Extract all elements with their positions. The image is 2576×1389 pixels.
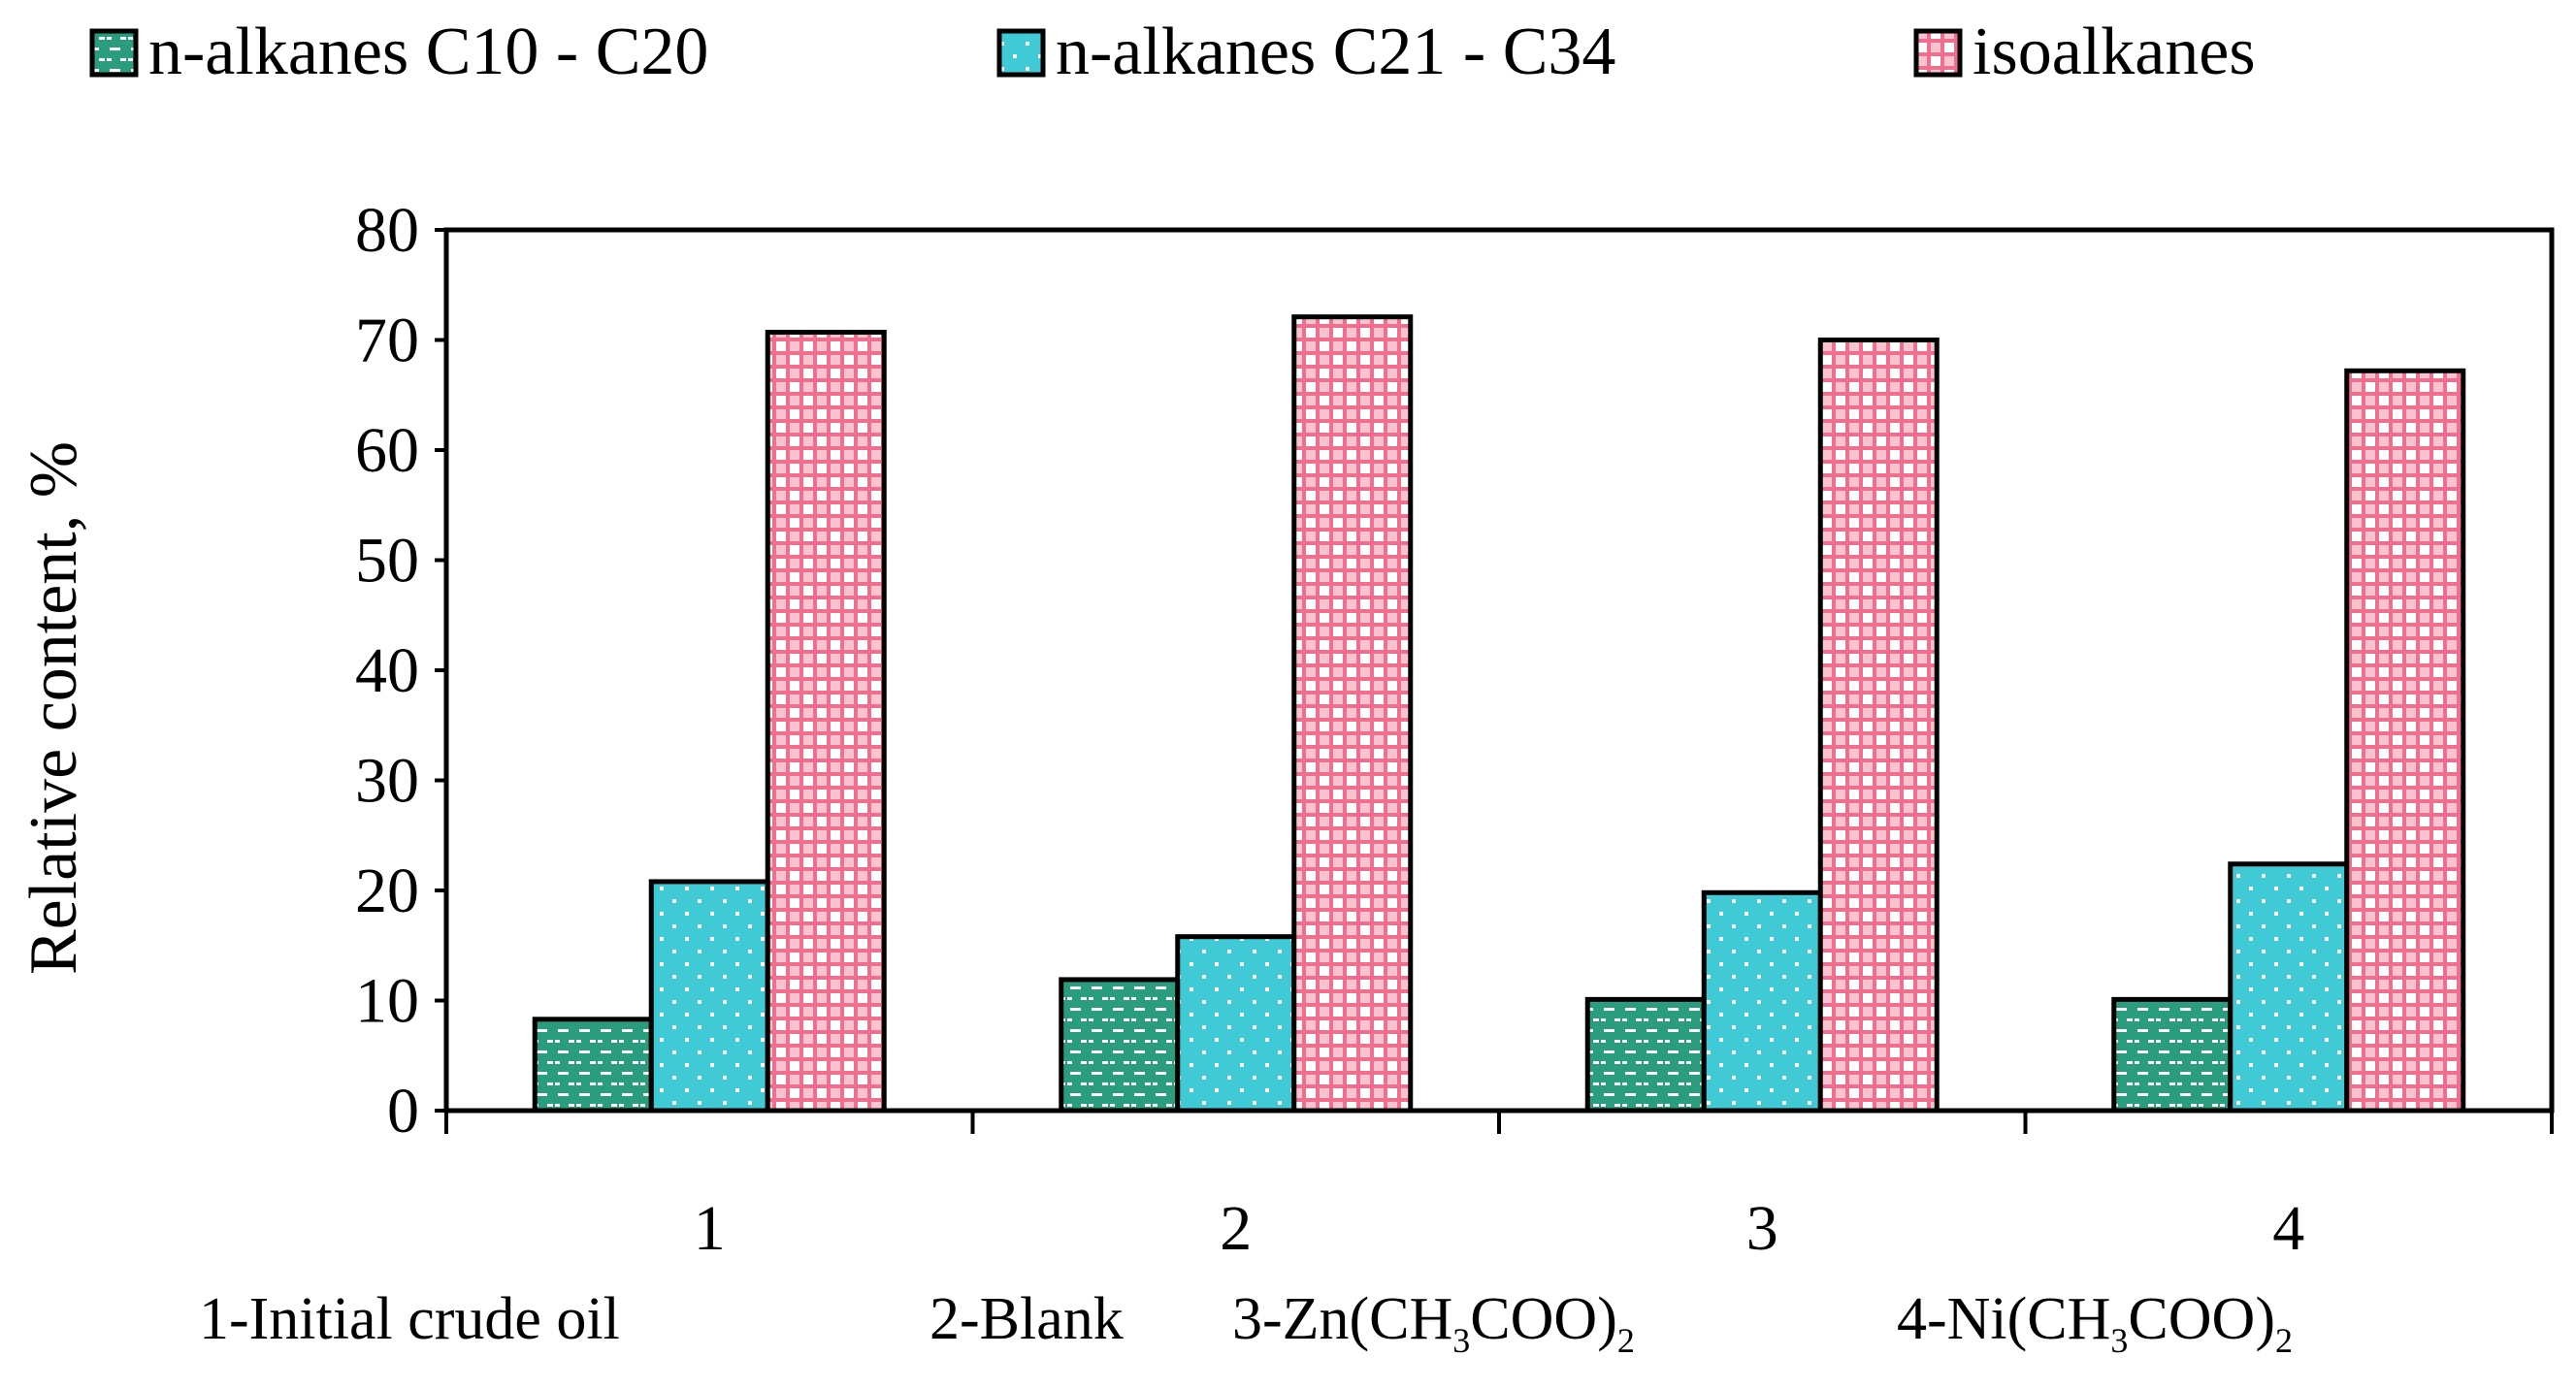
y-tick-label: 30 bbox=[355, 746, 419, 817]
y-tick-label: 20 bbox=[355, 856, 419, 926]
bars bbox=[532, 314, 2466, 1114]
y-tick-label: 40 bbox=[355, 635, 419, 706]
legend-label-3: isoalkanes bbox=[1973, 15, 2256, 89]
y-tick-label: 60 bbox=[355, 415, 419, 486]
legend-swatch-1 bbox=[89, 28, 139, 78]
x-axis: 1 2 3 4 bbox=[444, 1111, 2554, 1264]
y-tick-label: 70 bbox=[355, 306, 419, 376]
y-tick-label: 10 bbox=[355, 966, 419, 1037]
y-axis: 0 10 20 30 40 50 60 70 80 bbox=[355, 195, 446, 1147]
caption-item-4: 4-Ni(CH3COO)2 bbox=[1897, 1286, 2293, 1360]
bar-1-2 bbox=[1059, 977, 1181, 1114]
category-caption: 1-Initial crude oil 2-Blank 3-Zn(CH3COO)… bbox=[0, 1266, 2576, 1373]
legend-label-1: n-alkanes C10 - C20 bbox=[148, 15, 708, 89]
x-tick-label: 4 bbox=[2272, 1193, 2304, 1264]
y-tick-label: 0 bbox=[387, 1076, 419, 1147]
bar-3-4 bbox=[2344, 368, 2466, 1114]
bar-1-3 bbox=[1584, 996, 1707, 1114]
bar-2-2 bbox=[1175, 934, 1297, 1114]
caption-item-3: 3-Zn(CH3COO)2 bbox=[1232, 1286, 1635, 1360]
y-axis-label: Relative content, % bbox=[16, 441, 91, 975]
bar-2-3 bbox=[1701, 889, 1823, 1114]
legend: n-alkanes C10 - C20 n-alkanes C21 - C34 is… bbox=[89, 15, 2256, 89]
legend-swatch-2 bbox=[996, 28, 1046, 78]
bar-2-1 bbox=[648, 879, 770, 1114]
caption-item-2: 2-Blank bbox=[929, 1286, 1124, 1352]
legend-swatch-3 bbox=[1913, 28, 1963, 78]
bar-3-3 bbox=[1817, 338, 1940, 1114]
bar-3-1 bbox=[765, 330, 887, 1114]
bar-1-1 bbox=[532, 1017, 654, 1114]
x-tick-label: 2 bbox=[1220, 1193, 1252, 1264]
caption-item-1: 1-Initial crude oil bbox=[199, 1286, 620, 1352]
bar-2-4 bbox=[2228, 861, 2350, 1114]
y-tick-label: 50 bbox=[355, 526, 419, 597]
x-tick-label: 1 bbox=[694, 1193, 726, 1264]
y-tick-label: 80 bbox=[355, 195, 419, 266]
x-tick-label: 3 bbox=[1746, 1193, 1778, 1264]
bar-3-2 bbox=[1291, 314, 1414, 1114]
legend-label-2: n-alkanes C21 - C34 bbox=[1056, 15, 1615, 89]
bar-1-4 bbox=[2111, 996, 2234, 1114]
